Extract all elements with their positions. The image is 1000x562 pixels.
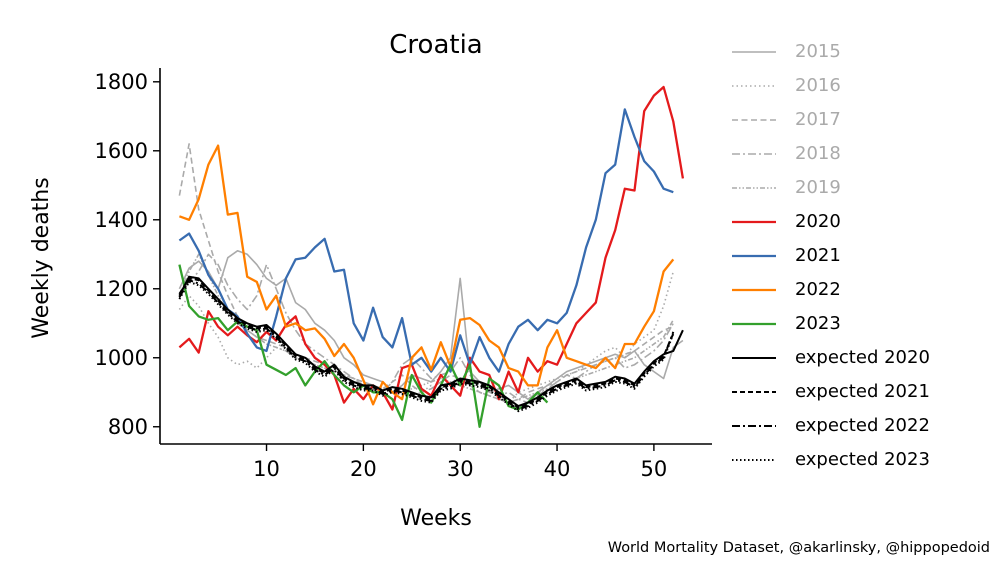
series-line-2016 [178,271,675,404]
legend-label: 2020 [795,211,841,232]
legend-label: expected 2021 [795,381,930,402]
legend-label: 2015 [795,41,841,62]
y-tick-label: 1800 [95,70,148,94]
legend-swatch [732,187,776,189]
legend-swatch [732,425,776,427]
legend-item-expected-2023: expected 2023 [730,444,990,478]
legend-label: 2022 [795,279,841,300]
legend-swatch [732,391,776,393]
legend-swatch [732,357,776,359]
legend-label: expected 2020 [795,347,930,368]
legend-item-2020: 2020 [730,206,990,240]
legend-swatch [732,322,776,326]
legend-swatch [732,51,776,53]
y-tick-label: 1200 [95,277,148,301]
legend-swatch [732,153,776,155]
chart-canvas: Croatia 10 20 30 40 50 800 1000 1200 1400 1600 180… [29,30,712,531]
axes: 10 20 30 40 50 800 1000 1200 1400 1600 1800 [95,68,712,481]
y-tick-label: 1000 [95,346,148,370]
series-line-2018 [178,253,674,404]
legend-label: 2021 [795,245,841,266]
legend-item-2018: 2018 [730,138,990,172]
legend-swatch [732,288,776,292]
legend-swatch [732,254,776,258]
y-tick-label: 1600 [95,139,148,163]
legend-item-2019: 2019 [730,172,990,206]
legend-item-expected-2020: expected 2020 [730,342,990,376]
source-credit: World Mortality Dataset, @akarlinsky, @h… [607,540,990,556]
y-axis-label: Weekly deaths [29,177,54,338]
y-tick-label: 800 [108,415,148,439]
legend-swatch [732,119,776,121]
legend-swatch [732,459,776,461]
y-tick-label: 1400 [95,208,148,232]
chart-legend: 2015 2016 2017 2018 2019 2020 2021 2022 2023 expe… [730,36,990,478]
legend-swatch [732,85,776,87]
legend-label: 2016 [795,75,841,96]
series-line-2023 [178,264,549,428]
legend-item-2022: 2022 [730,274,990,308]
x-axis-label: Weeks [400,506,472,531]
series-line-2021 [178,108,674,373]
series-line-expected-2022 [178,279,675,411]
legend-label: 2017 [795,109,841,130]
legend-label: expected 2023 [795,449,930,470]
x-tick-label: 30 [447,457,474,481]
x-tick-label: 40 [544,457,571,481]
series-line-2022 [179,144,675,406]
series-line-expected-2020 [178,275,684,408]
series-line-2019 [178,253,674,404]
legend-item-2023: 2023 [730,308,990,342]
legend-label: 2018 [795,143,841,164]
legend-item-expected-2022: expected 2022 [730,410,990,444]
legend-item-2015: 2015 [730,36,990,70]
x-tick-label: 10 [253,457,280,481]
series-line-expected-2021 [178,277,675,409]
x-tick-label: 50 [641,457,668,481]
legend-label: 2019 [795,177,841,198]
legend-label: 2023 [795,313,841,334]
series-line-2020 [178,85,685,411]
chart-title: Croatia [389,30,482,60]
legend-label: expected 2022 [795,415,930,436]
plot-lines [178,85,685,428]
legend-item-2017: 2017 [730,104,990,138]
x-tick-label: 20 [350,457,377,481]
legend-item-2016: 2016 [730,70,990,104]
legend-item-expected-2021: expected 2021 [730,376,990,410]
legend-swatch [732,220,776,224]
legend-item-2021: 2021 [730,240,990,274]
